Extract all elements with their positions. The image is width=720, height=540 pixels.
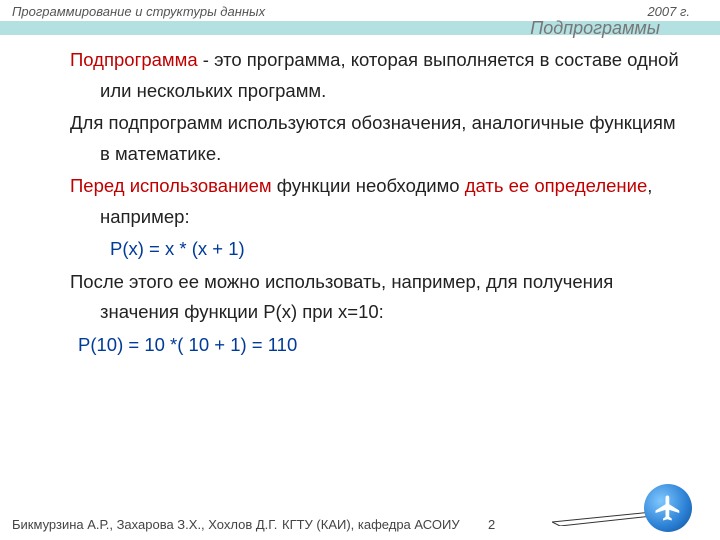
footer: Бикмурзина А.Р., Захарова З.Х., Хохлов Д… bbox=[0, 484, 720, 532]
p3-b: функции необходимо bbox=[272, 175, 465, 196]
footer-affiliation: КГТУ (КАИ), кафедра АСОИУ bbox=[282, 517, 482, 532]
runway-lines-icon bbox=[552, 502, 652, 526]
section-title: Подпрограммы bbox=[0, 18, 720, 39]
footer-logo-area bbox=[522, 484, 692, 532]
footer-authors: Бикмурзина А.Р., Захарова З.Х., Хохлов Д… bbox=[12, 517, 282, 532]
footer-page-number: 2 bbox=[482, 517, 522, 532]
formula-2: P(10) = 10 *( 10 + 1) = 110 bbox=[78, 330, 680, 361]
airplane-logo-icon bbox=[644, 484, 692, 532]
header-left: Программирование и структуры данных bbox=[12, 4, 265, 19]
p3-red-c: дать ее определение bbox=[465, 175, 648, 196]
formula-1: P(x) = x * (x + 1) bbox=[110, 234, 680, 265]
paragraph-2: Для подпрограмм используются обозначения… bbox=[70, 108, 680, 169]
paragraph-1: Подпрограмма - это программа, которая вы… bbox=[70, 45, 680, 106]
term-red: Подпрограмма bbox=[70, 49, 198, 70]
p3-red-a: Перед использованием bbox=[70, 175, 272, 196]
paragraph-4: После этого ее можно использовать, напри… bbox=[70, 267, 680, 328]
header-right: 2007 г. bbox=[647, 4, 690, 19]
slide-content: Подпрограмма - это программа, которая вы… bbox=[0, 45, 720, 360]
paragraph-3: Перед использованием функции необходимо … bbox=[70, 171, 680, 232]
